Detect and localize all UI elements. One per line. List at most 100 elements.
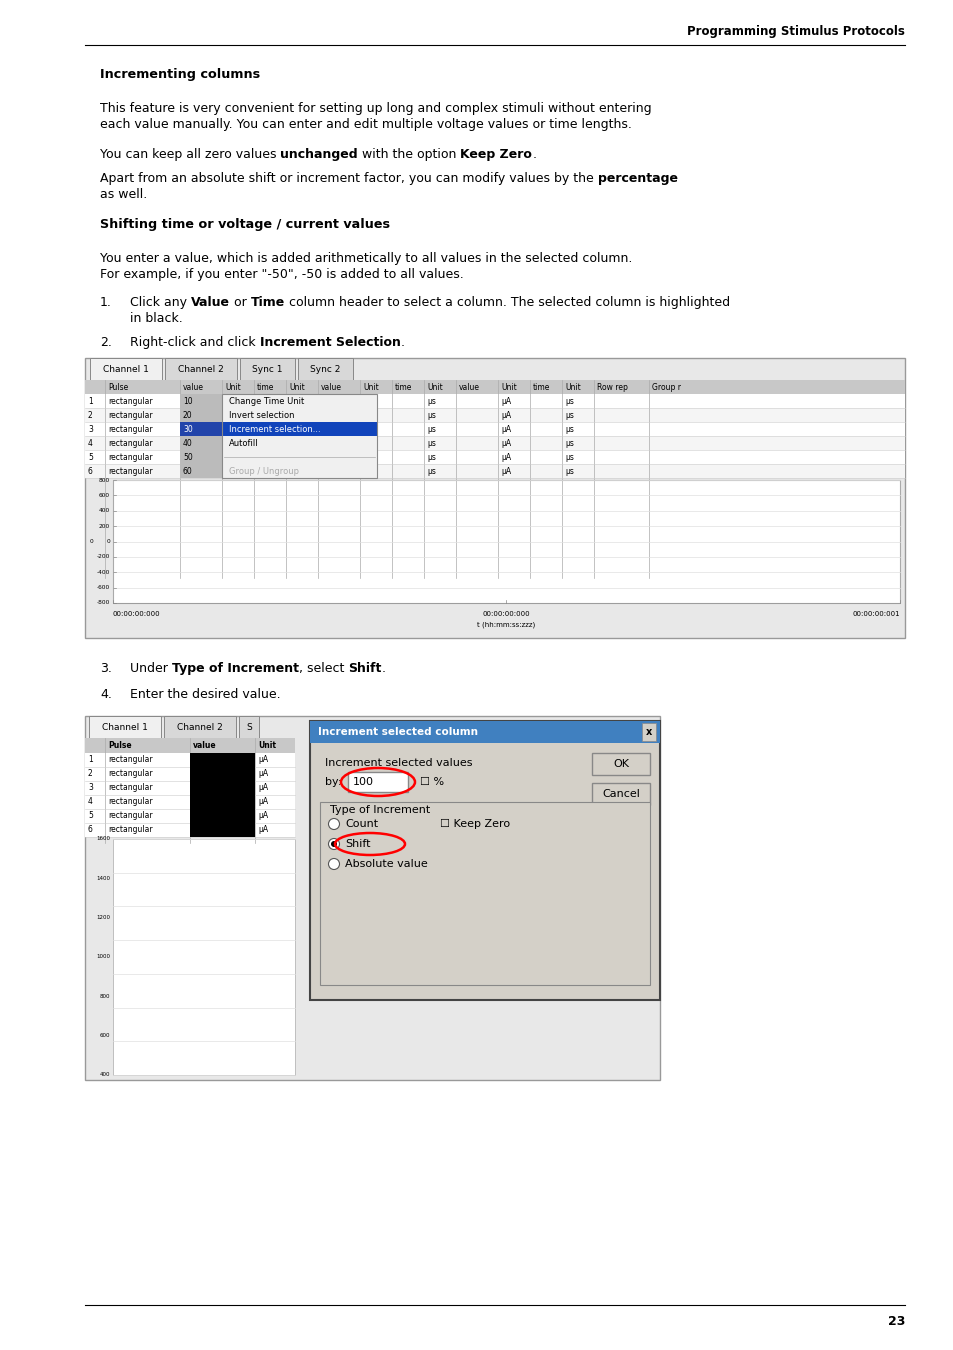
Bar: [85, 809, 294, 824]
Text: 0: 0: [90, 539, 93, 544]
Text: Shift: Shift: [348, 662, 381, 675]
Text: Programming Stimulus Protocols: Programming Stimulus Protocols: [686, 26, 904, 38]
Text: ☐ %: ☐ %: [419, 778, 444, 787]
Text: rectangular: rectangular: [108, 825, 152, 834]
Bar: [190, 795, 254, 809]
Text: Cancel: Cancel: [601, 788, 639, 799]
Text: μA: μA: [363, 424, 373, 433]
Text: 800: 800: [99, 994, 110, 999]
Text: Sync 2: Sync 2: [310, 364, 340, 374]
Text: μs: μs: [427, 452, 436, 462]
Text: 1: 1: [88, 397, 92, 405]
Bar: [180, 394, 222, 408]
Text: Channel 1: Channel 1: [103, 364, 149, 374]
Bar: [112, 481, 899, 603]
Text: time: time: [533, 382, 550, 391]
Text: rectangular: rectangular: [108, 756, 152, 764]
Text: Unit: Unit: [500, 382, 517, 391]
Text: 2.: 2.: [100, 336, 112, 350]
Text: μs: μs: [564, 410, 574, 420]
Text: 1: 1: [88, 756, 92, 764]
Bar: [85, 782, 294, 795]
Text: Unit: Unit: [289, 382, 304, 391]
Text: 5: 5: [88, 452, 92, 462]
Text: -400: -400: [96, 570, 110, 575]
Text: 10: 10: [183, 397, 193, 405]
Text: Sync 1: Sync 1: [252, 364, 282, 374]
Bar: [85, 767, 294, 782]
Text: rectangular: rectangular: [108, 424, 152, 433]
Text: 1000: 1000: [96, 954, 110, 960]
Text: rectangular: rectangular: [108, 410, 152, 420]
Text: Increment selection...: Increment selection...: [229, 424, 320, 433]
Text: Increment Selection: Increment Selection: [259, 336, 400, 350]
Text: -600: -600: [96, 585, 110, 590]
Text: 1200: 1200: [96, 915, 110, 921]
Bar: [222, 436, 376, 450]
Text: μA: μA: [257, 825, 268, 834]
Text: Row rep: Row rep: [597, 382, 627, 391]
Text: value: value: [183, 382, 204, 391]
Bar: [85, 450, 904, 464]
Bar: [641, 724, 656, 741]
Text: 800: 800: [99, 478, 110, 482]
Bar: [297, 358, 353, 379]
Text: For example, if you enter "-50", -50 is added to all values.: For example, if you enter "-50", -50 is …: [100, 269, 463, 281]
Text: Increment selected values: Increment selected values: [325, 757, 472, 768]
Text: -200: -200: [96, 555, 110, 559]
Text: 400: 400: [99, 1072, 110, 1077]
Circle shape: [328, 818, 339, 829]
Text: Value: Value: [191, 296, 230, 309]
Text: 0: 0: [106, 539, 110, 544]
Text: Pulse: Pulse: [108, 382, 128, 391]
Bar: [85, 394, 904, 408]
Text: Time: Time: [251, 296, 285, 309]
Bar: [190, 782, 254, 795]
Text: , select: , select: [298, 662, 348, 675]
Bar: [90, 358, 162, 379]
Bar: [190, 824, 254, 837]
Text: 3.: 3.: [100, 662, 112, 675]
Text: μA: μA: [257, 756, 268, 764]
Text: μA: μA: [500, 424, 511, 433]
Text: 5: 5: [88, 811, 92, 821]
Bar: [85, 738, 294, 753]
Text: 1400: 1400: [96, 876, 110, 880]
Text: x: x: [645, 728, 652, 737]
Text: 3: 3: [88, 424, 92, 433]
Bar: [165, 358, 236, 379]
Bar: [85, 423, 904, 436]
Text: Group r: Group r: [651, 382, 680, 391]
Text: μA: μA: [225, 439, 234, 447]
Text: μA: μA: [500, 452, 511, 462]
Text: 4: 4: [88, 439, 92, 447]
Text: rectangular: rectangular: [108, 452, 152, 462]
Text: or: or: [230, 296, 251, 309]
Text: value: value: [458, 382, 479, 391]
Text: μA: μA: [363, 452, 373, 462]
Text: each value manually. You can enter and edit multiple voltage values or time leng: each value manually. You can enter and e…: [100, 117, 631, 131]
Text: Shifting time or voltage / current values: Shifting time or voltage / current value…: [100, 217, 390, 231]
Text: in black.: in black.: [130, 312, 183, 325]
Text: Under: Under: [130, 662, 172, 675]
Text: You enter a value, which is added arithmetically to all values in the selected c: You enter a value, which is added arithm…: [100, 252, 632, 265]
Text: μA: μA: [225, 397, 234, 405]
Text: Right-click and click: Right-click and click: [130, 336, 259, 350]
Text: μA: μA: [363, 467, 373, 475]
Circle shape: [328, 838, 339, 849]
Bar: [180, 423, 222, 436]
Text: .: .: [400, 336, 404, 350]
Text: μA: μA: [225, 452, 234, 462]
Text: μs: μs: [564, 439, 574, 447]
Circle shape: [328, 859, 339, 869]
Bar: [222, 408, 376, 423]
Text: rectangular: rectangular: [108, 397, 152, 405]
Bar: [180, 464, 222, 478]
Text: You can keep all zero values: You can keep all zero values: [100, 148, 280, 161]
Text: percentage: percentage: [598, 171, 677, 185]
Text: 50: 50: [183, 452, 193, 462]
Text: value: value: [320, 382, 341, 391]
Bar: [222, 464, 376, 478]
Text: by:: by:: [325, 778, 341, 787]
Text: Unit: Unit: [225, 382, 240, 391]
